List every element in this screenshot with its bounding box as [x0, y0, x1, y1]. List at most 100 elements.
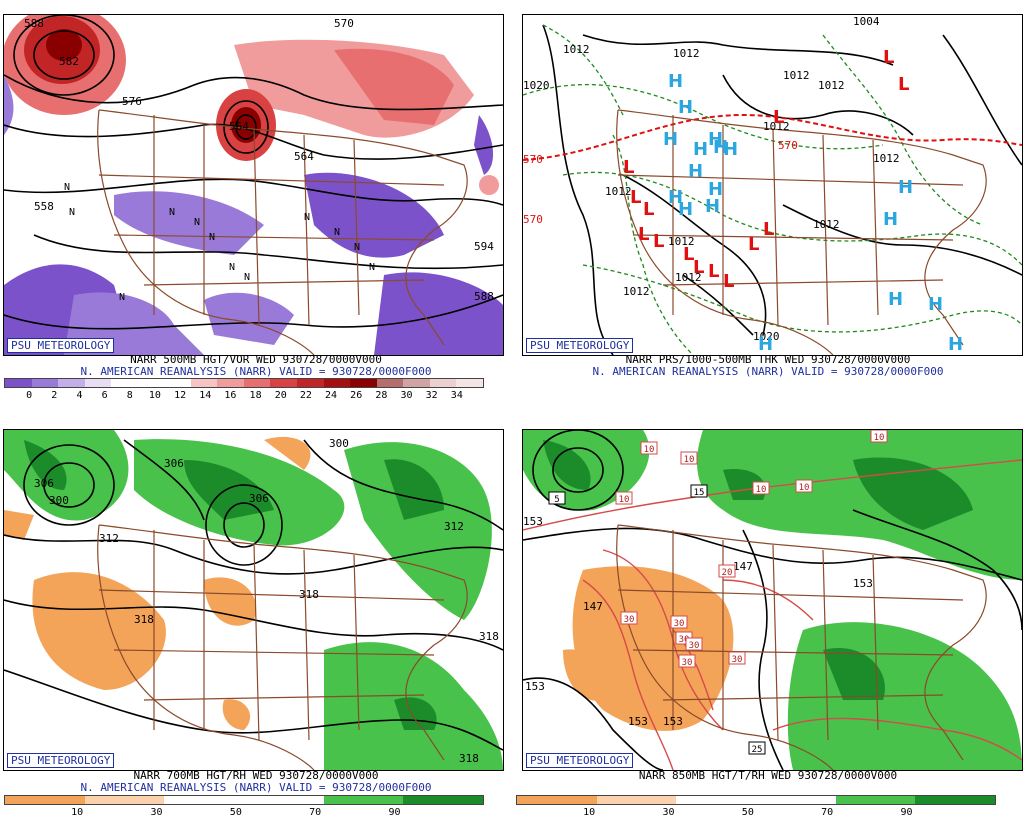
scale-tick-label: 30	[400, 390, 413, 401]
scale-tick-label: 28	[375, 390, 388, 401]
scale-swatch	[190, 379, 218, 387]
scale-swatch	[164, 379, 191, 387]
vorticity-max-marker: N	[194, 217, 200, 228]
state-border	[822, 134, 829, 326]
temperature-value: 30	[732, 655, 743, 665]
temperature-value: 20	[722, 568, 733, 578]
temperature-label-box: 15	[690, 484, 708, 498]
scale-swatch	[31, 379, 59, 387]
state-border	[98, 174, 445, 186]
temperature-value: 10	[619, 495, 630, 505]
contour-label: 588	[24, 17, 44, 30]
high-pressure-marker: H	[678, 97, 693, 118]
low-pressure-marker: L	[898, 74, 909, 95]
scale-tick-label: 16	[224, 390, 237, 401]
temperature-value: 30	[689, 641, 700, 651]
high-pressure-marker: H	[928, 294, 943, 315]
state-border	[662, 279, 944, 286]
low-pressure-marker: L	[653, 231, 664, 252]
temperature-value: 10	[684, 455, 695, 465]
state-border	[632, 649, 954, 656]
scale-swatch	[5, 796, 85, 804]
contour-label: 153	[628, 715, 648, 728]
psu-meteorology-label: PSU METEOROLOGY	[526, 338, 634, 353]
contour-label: 1012	[783, 69, 810, 82]
contour-label: 300	[329, 437, 349, 450]
contour-label: 153	[853, 577, 873, 590]
temperature-value: 30	[624, 615, 635, 625]
high-pressure-marker: H	[883, 209, 898, 230]
temperature-label-box: 10	[640, 441, 658, 455]
state-border	[617, 109, 987, 346]
state-border	[303, 134, 310, 326]
map-850mb-temperature: 153 147 153 153 147 153 153 10 10 10 10 10 10 15 20 30…	[522, 429, 1023, 771]
temperature-label-box: 5	[548, 491, 566, 505]
temperature-value: 10	[644, 445, 655, 455]
map-canvas-rh700: 300 306 306 300 312 306 312 318 318 318 318	[4, 430, 503, 770]
scale-tick-label: 26	[350, 390, 363, 401]
state-border	[98, 589, 445, 601]
scale-tick-label: 10	[583, 807, 596, 818]
scale-swatch	[137, 379, 165, 387]
map-pressure-thickness: 1004 1012 1012 1012 1012 1012 1020 1012 1012 1012…	[522, 14, 1023, 356]
vorticity-color-scale	[4, 378, 484, 388]
scale-tick-label: 4	[76, 390, 83, 401]
contour-label: 588	[474, 290, 494, 303]
scale-tick-label: 70	[821, 807, 834, 818]
map-canvas-pressure: 1004 1012 1012 1012 1012 1012 1020 1012 1012 1012…	[523, 15, 1022, 355]
scale-tick-label: 22	[299, 390, 312, 401]
temperature-value: 25	[752, 745, 763, 755]
rh-scale-ticks: 10 30 50 70 90	[4, 807, 482, 819]
contour-label: 582	[59, 55, 79, 68]
temperature-value: 10	[756, 485, 767, 495]
temperature-label-box: 20	[718, 564, 736, 578]
temperature-value: 10	[874, 433, 885, 443]
state-border	[253, 544, 260, 741]
temperature-label-box: 10	[795, 479, 813, 493]
temperature-label-box: 30	[670, 615, 688, 629]
scale-swatch	[5, 379, 32, 387]
temperature-value: 30	[674, 619, 685, 629]
state-border	[872, 139, 879, 316]
state-border	[97, 524, 315, 770]
high-pressure-marker: H	[898, 177, 913, 198]
vorticity-max-marker: N	[369, 262, 375, 273]
vorticity-max-marker: N	[169, 207, 175, 218]
contour-label: 1020	[753, 330, 780, 343]
scale-swatch	[676, 796, 756, 804]
temperature-label-box: 25	[748, 741, 766, 755]
scale-swatch	[596, 796, 677, 804]
low-pressure-marker: L	[723, 271, 734, 292]
scale-swatch	[755, 796, 836, 804]
vorticity-max-marker: N	[334, 227, 340, 238]
temperature-label-box: 10	[615, 491, 633, 505]
scale-tick-label: 20	[274, 390, 287, 401]
caption-line-1: NARR 850MB HGT/T/RH WED 930728/0000V000	[638, 769, 898, 782]
psu-meteorology-label: PSU METEOROLOGY	[7, 753, 115, 768]
temperature-value: 30	[679, 635, 690, 645]
high-pressure-marker: H	[668, 187, 683, 208]
contour-label: 570	[523, 213, 543, 226]
contour-label: 306	[249, 492, 269, 505]
rh-scale-ticks: 10 30 50 70 90	[516, 807, 994, 819]
low-pressure-marker: L	[883, 47, 894, 68]
rh-color-scale	[516, 795, 996, 805]
rh-color-scale	[4, 795, 484, 805]
high-pressure-marker: H	[705, 196, 720, 217]
vorticity-max-marker: N	[119, 292, 125, 303]
contour-label: 564	[229, 120, 249, 133]
temperature-value: 5	[554, 495, 559, 505]
contour-label: 1012	[605, 185, 632, 198]
contour-label: 1012	[673, 47, 700, 60]
scale-tick-label: 70	[309, 807, 322, 818]
contour-label: 1012	[873, 152, 900, 165]
state-border	[143, 694, 425, 701]
contour-label: 306	[34, 477, 54, 490]
contour-label: 1012	[563, 43, 590, 56]
temperature-label-box: 10	[870, 430, 888, 443]
scale-swatch	[915, 796, 995, 804]
scale-tick-label: 30	[150, 807, 163, 818]
vorticity-max-marker: N	[64, 182, 70, 193]
high-pressure-marker: H	[668, 71, 683, 92]
high-pressure-marker: H	[888, 289, 903, 310]
